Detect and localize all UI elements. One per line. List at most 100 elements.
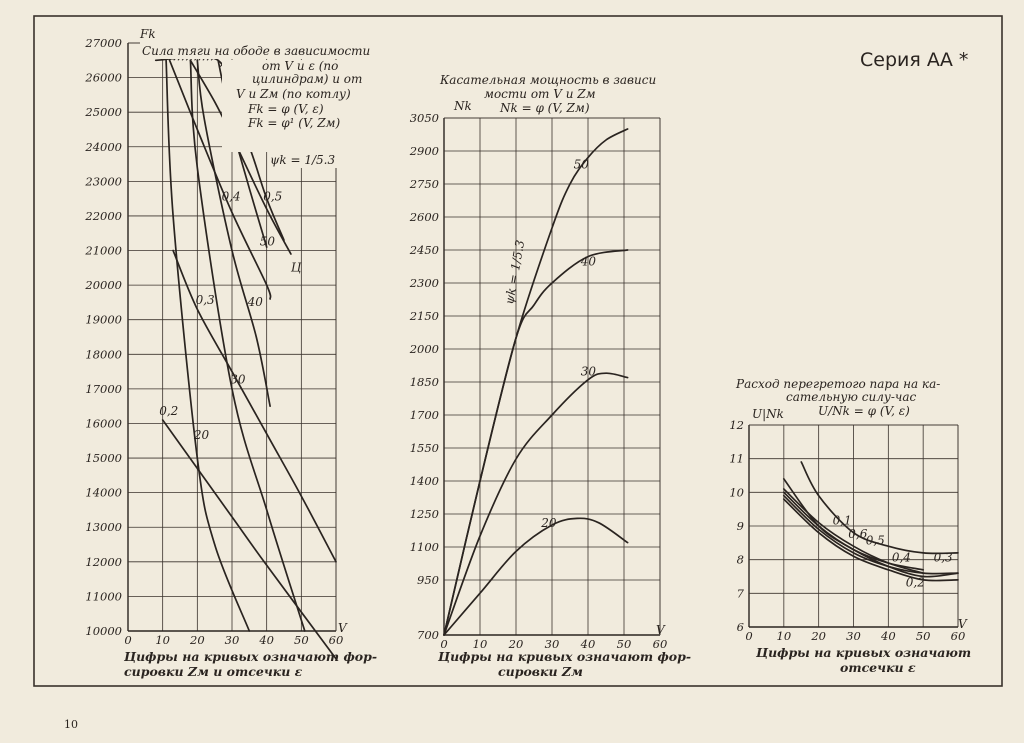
traction-title-line-1: Сила тяги на ободе в зависимости [142,44,370,58]
traction-tick-labels: 0 10 20 30 40 50 60 10000 11000 12000 13000 14000 15… [84,36,343,647]
power-series-line-30 [443,372,629,636]
traction-series-line-0-2 [161,419,337,660]
steam-formula: U/Nk = φ (V, ε) [818,404,910,418]
power-x-tick-label: 40 [580,637,596,651]
steam-x-tick-label: 30 [846,629,861,643]
steam-x-tick-label: 40 [880,629,896,643]
power-y-tick-label: 2300 [409,276,439,290]
traction-x-tick-label: 30 [225,633,240,647]
power-y-tick-label: 700 [417,628,439,642]
traction-y-tick-label: 24000 [84,140,122,154]
traction-series-line-40 [196,59,271,408]
traction-curve-label: Ц [291,260,302,274]
steam-y-axis-label: U|Nk [752,407,784,421]
steam-x-tick-label: 60 [951,629,966,643]
traction-y-tick-label: 18000 [85,347,122,361]
traction-formula-1: Fk = φ (V, ε) [247,102,324,116]
page-border [33,15,1003,687]
traction-y-tick-label: 11000 [85,589,122,603]
traction-curve-label: 0,3 [196,293,215,307]
power-chart: 0 10 20 30 40 50 60 700 950 1100 1250 1400 1550 1700 1… [409,73,691,679]
traction-x-tick-label: 0 [124,633,131,647]
power-series-line-50 [443,128,629,636]
steam-series-line-0-6 [782,488,925,574]
steam-y-tick-label: 11 [729,452,744,466]
traction-formula-2: Fk = φ¹ (V, Zм) [247,116,340,130]
traction-title-box [140,42,362,59]
steam-series-line-0-1 [800,461,959,555]
power-y-tick-label: 2600 [409,210,439,224]
power-curve-label: 20 [540,516,557,530]
traction-curve-label: 50 [260,234,276,248]
steam-y-tick-label: 12 [729,418,744,432]
power-curves [443,128,629,636]
power-x-tick-label: 20 [508,637,524,651]
power-tick-labels: 0 10 20 30 40 50 60 700 950 1100 1250 1400 1550 1700 1… [409,111,668,651]
traction-y-tick-label: 23000 [84,174,122,188]
traction-y-tick-label: 17000 [85,382,122,396]
traction-series-line-20 [165,59,251,632]
power-x-axis-label: V [656,623,666,637]
traction-curve-label: 30 [230,373,246,387]
traction-y-tick-label: 22000 [84,209,122,223]
series-title: Серия АА * [860,49,968,71]
steam-title-line-2: сательную силу-час [786,390,916,404]
traction-psi-label: ψk = 1/5.3 [270,153,335,167]
traction-x-axis-label: V [338,621,348,635]
traction-y-tick-label: 27000 [84,36,122,50]
power-psi-label: ψk = 1/5.3 [502,239,527,306]
steam-x-tick-label: 0 [745,629,752,643]
traction-y-tick-label: 25000 [84,105,122,119]
power-caption-line-2: сировки Zм [498,664,583,679]
steam-curve-label: 0,5 [866,534,885,548]
traction-series-line-0-3 [172,249,337,563]
traction-y-tick-label: 19000 [85,313,122,327]
traction-y-tick-label: 26000 [84,71,122,85]
power-x-tick-label: 30 [545,637,560,651]
page-number: 10 [64,718,78,731]
traction-x-tick-label: 20 [189,633,205,647]
traction-curve-label: 40 [247,295,264,309]
power-curve-labels: 20 30 40 50 [540,158,596,531]
power-y-tick-label: 2000 [409,342,439,356]
power-title-line-1: Касательная мощность в зависи [439,73,656,87]
traction-y-tick-label: 13000 [85,520,122,534]
power-y-tick-label: 1550 [410,441,439,455]
traction-x-tick-label: 40 [258,633,274,647]
power-y-tick-label: 2150 [409,309,439,323]
power-y-tick-label: 2450 [409,243,439,257]
steam-curves [782,461,959,582]
traction-y-tick-label: 12000 [85,555,122,569]
steam-curve-label: 0,1 [833,513,852,527]
steam-y-tick-label: 6 [737,620,744,634]
power-curve-label: 30 [581,364,597,378]
steam-y-tick-label: 7 [737,586,745,600]
power-caption-line-1: Цифры на кривых означают фор- [437,649,691,664]
power-y-tick-label: 2900 [409,144,439,158]
power-y-tick-label: 1250 [410,507,439,521]
power-x-tick-label: 10 [473,637,488,651]
steam-x-axis-label: V [958,617,968,631]
traction-y-tick-label: 16000 [85,416,122,430]
power-x-tick-label: 0 [440,637,447,651]
steam-tick-labels: 0 10 20 30 40 50 60 6 7 8 9 10 11 12 [729,418,965,643]
steam-series-line-0-2 [782,498,959,582]
power-y-tick-label: 2750 [409,177,439,191]
power-x-tick-label: 60 [653,637,668,651]
steam-curve-label: 0,4 [892,550,911,564]
traction-x-tick-label: 60 [329,633,344,647]
steam-grid [748,424,959,628]
power-title-line-2: мости от V и Zм [484,87,596,101]
power-curve-label: 40 [580,254,597,268]
traction-y-tick-label: 14000 [85,486,122,500]
power-y-tick-label: 950 [417,573,439,587]
traction-y-tick-label: 15000 [85,451,122,465]
traction-y-tick-label: 10000 [85,624,122,638]
steam-y-tick-label: 9 [737,519,744,533]
traction-x-tick-label: 10 [155,633,170,647]
traction-x-tick-label: 50 [294,633,309,647]
steam-title-line-1: Расход перегретого пара на ка- [735,377,940,391]
power-y-axis-label: Nk [453,99,472,113]
traction-series-line-30 [189,59,306,632]
